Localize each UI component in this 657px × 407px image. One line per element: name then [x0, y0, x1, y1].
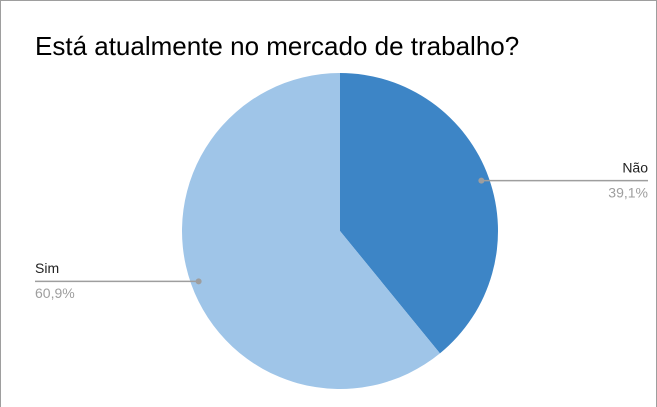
chart-title: Está atualmente no mercado de trabalho?	[35, 31, 519, 61]
leader-dot	[195, 278, 202, 285]
pie-slice	[340, 73, 499, 354]
slice-value-label: 60,9%	[35, 285, 75, 301]
slice-value-label: 39,1%	[608, 184, 648, 200]
slice-label: Não	[622, 159, 648, 175]
leader-dot	[478, 177, 485, 184]
pie-slice	[182, 73, 440, 389]
slice-label: Sim	[35, 260, 59, 276]
